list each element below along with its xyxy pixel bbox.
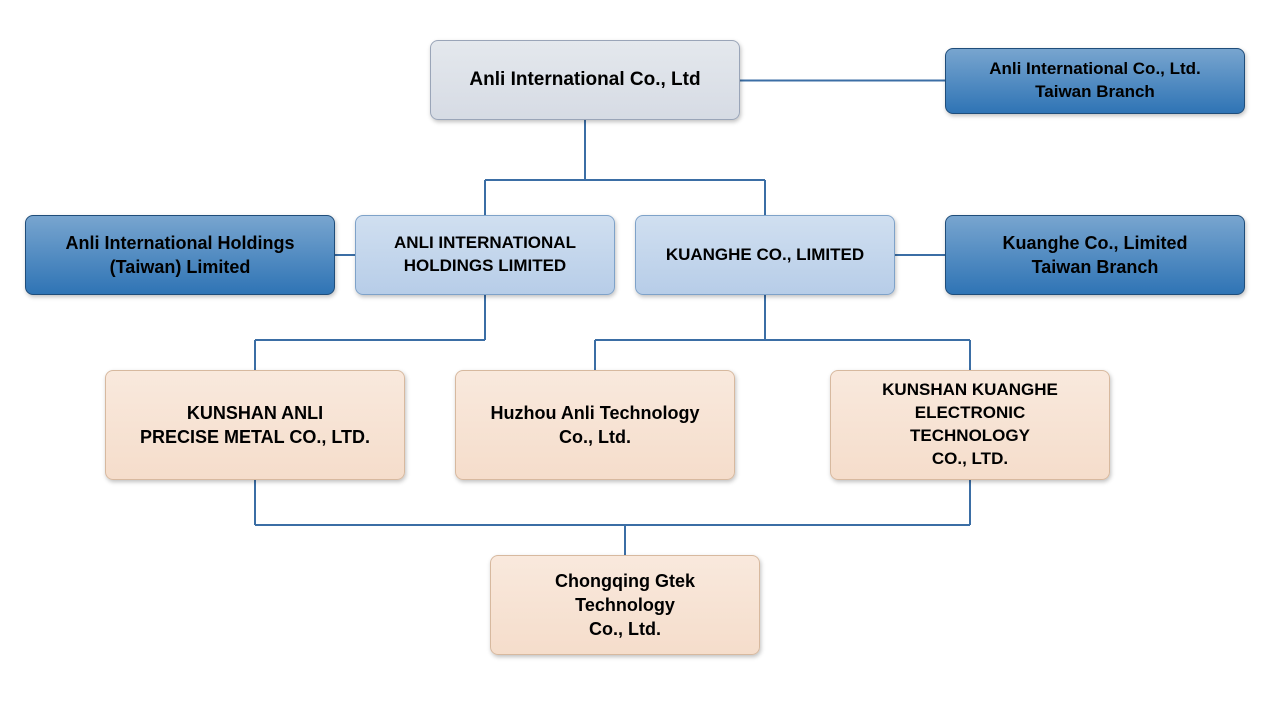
org-node-taiwan-branch-top: Anli International Co., Ltd.Taiwan Branc… xyxy=(945,48,1245,114)
org-node-label: KUNSHAN ANLIPRECISE METAL CO., LTD. xyxy=(140,401,370,450)
org-node-label: Anli International Co., Ltd.Taiwan Branc… xyxy=(989,58,1201,104)
org-node-label: ANLI INTERNATIONALHOLDINGS LIMITED xyxy=(394,232,576,278)
org-node-label: Anli International Co., Ltd xyxy=(469,67,700,93)
org-node-label: Anli International Holdings(Taiwan) Limi… xyxy=(66,231,295,280)
org-node-label: KUNSHAN KUANGHEELECTRONICTECHNOLOGYCO., … xyxy=(882,379,1058,471)
org-node-kunshan-anli: KUNSHAN ANLIPRECISE METAL CO., LTD. xyxy=(105,370,405,480)
org-node-label: Huzhou Anli TechnologyCo., Ltd. xyxy=(491,401,700,450)
org-node-label: Chongqing GtekTechnologyCo., Ltd. xyxy=(555,569,695,642)
org-node-anli-holdings: ANLI INTERNATIONALHOLDINGS LIMITED xyxy=(355,215,615,295)
org-node-kuanghe-tw: Kuanghe Co., LimitedTaiwan Branch xyxy=(945,215,1245,295)
org-node-anli-holdings-tw: Anli International Holdings(Taiwan) Limi… xyxy=(25,215,335,295)
org-node-label: KUANGHE CO., LIMITED xyxy=(666,244,864,267)
org-node-label: Kuanghe Co., LimitedTaiwan Branch xyxy=(1002,231,1187,280)
org-node-kuanghe: KUANGHE CO., LIMITED xyxy=(635,215,895,295)
org-node-chongqing: Chongqing GtekTechnologyCo., Ltd. xyxy=(490,555,760,655)
org-node-kunshan-kuanghe: KUNSHAN KUANGHEELECTRONICTECHNOLOGYCO., … xyxy=(830,370,1110,480)
org-node-huzhou: Huzhou Anli TechnologyCo., Ltd. xyxy=(455,370,735,480)
org-node-root: Anli International Co., Ltd xyxy=(430,40,740,120)
